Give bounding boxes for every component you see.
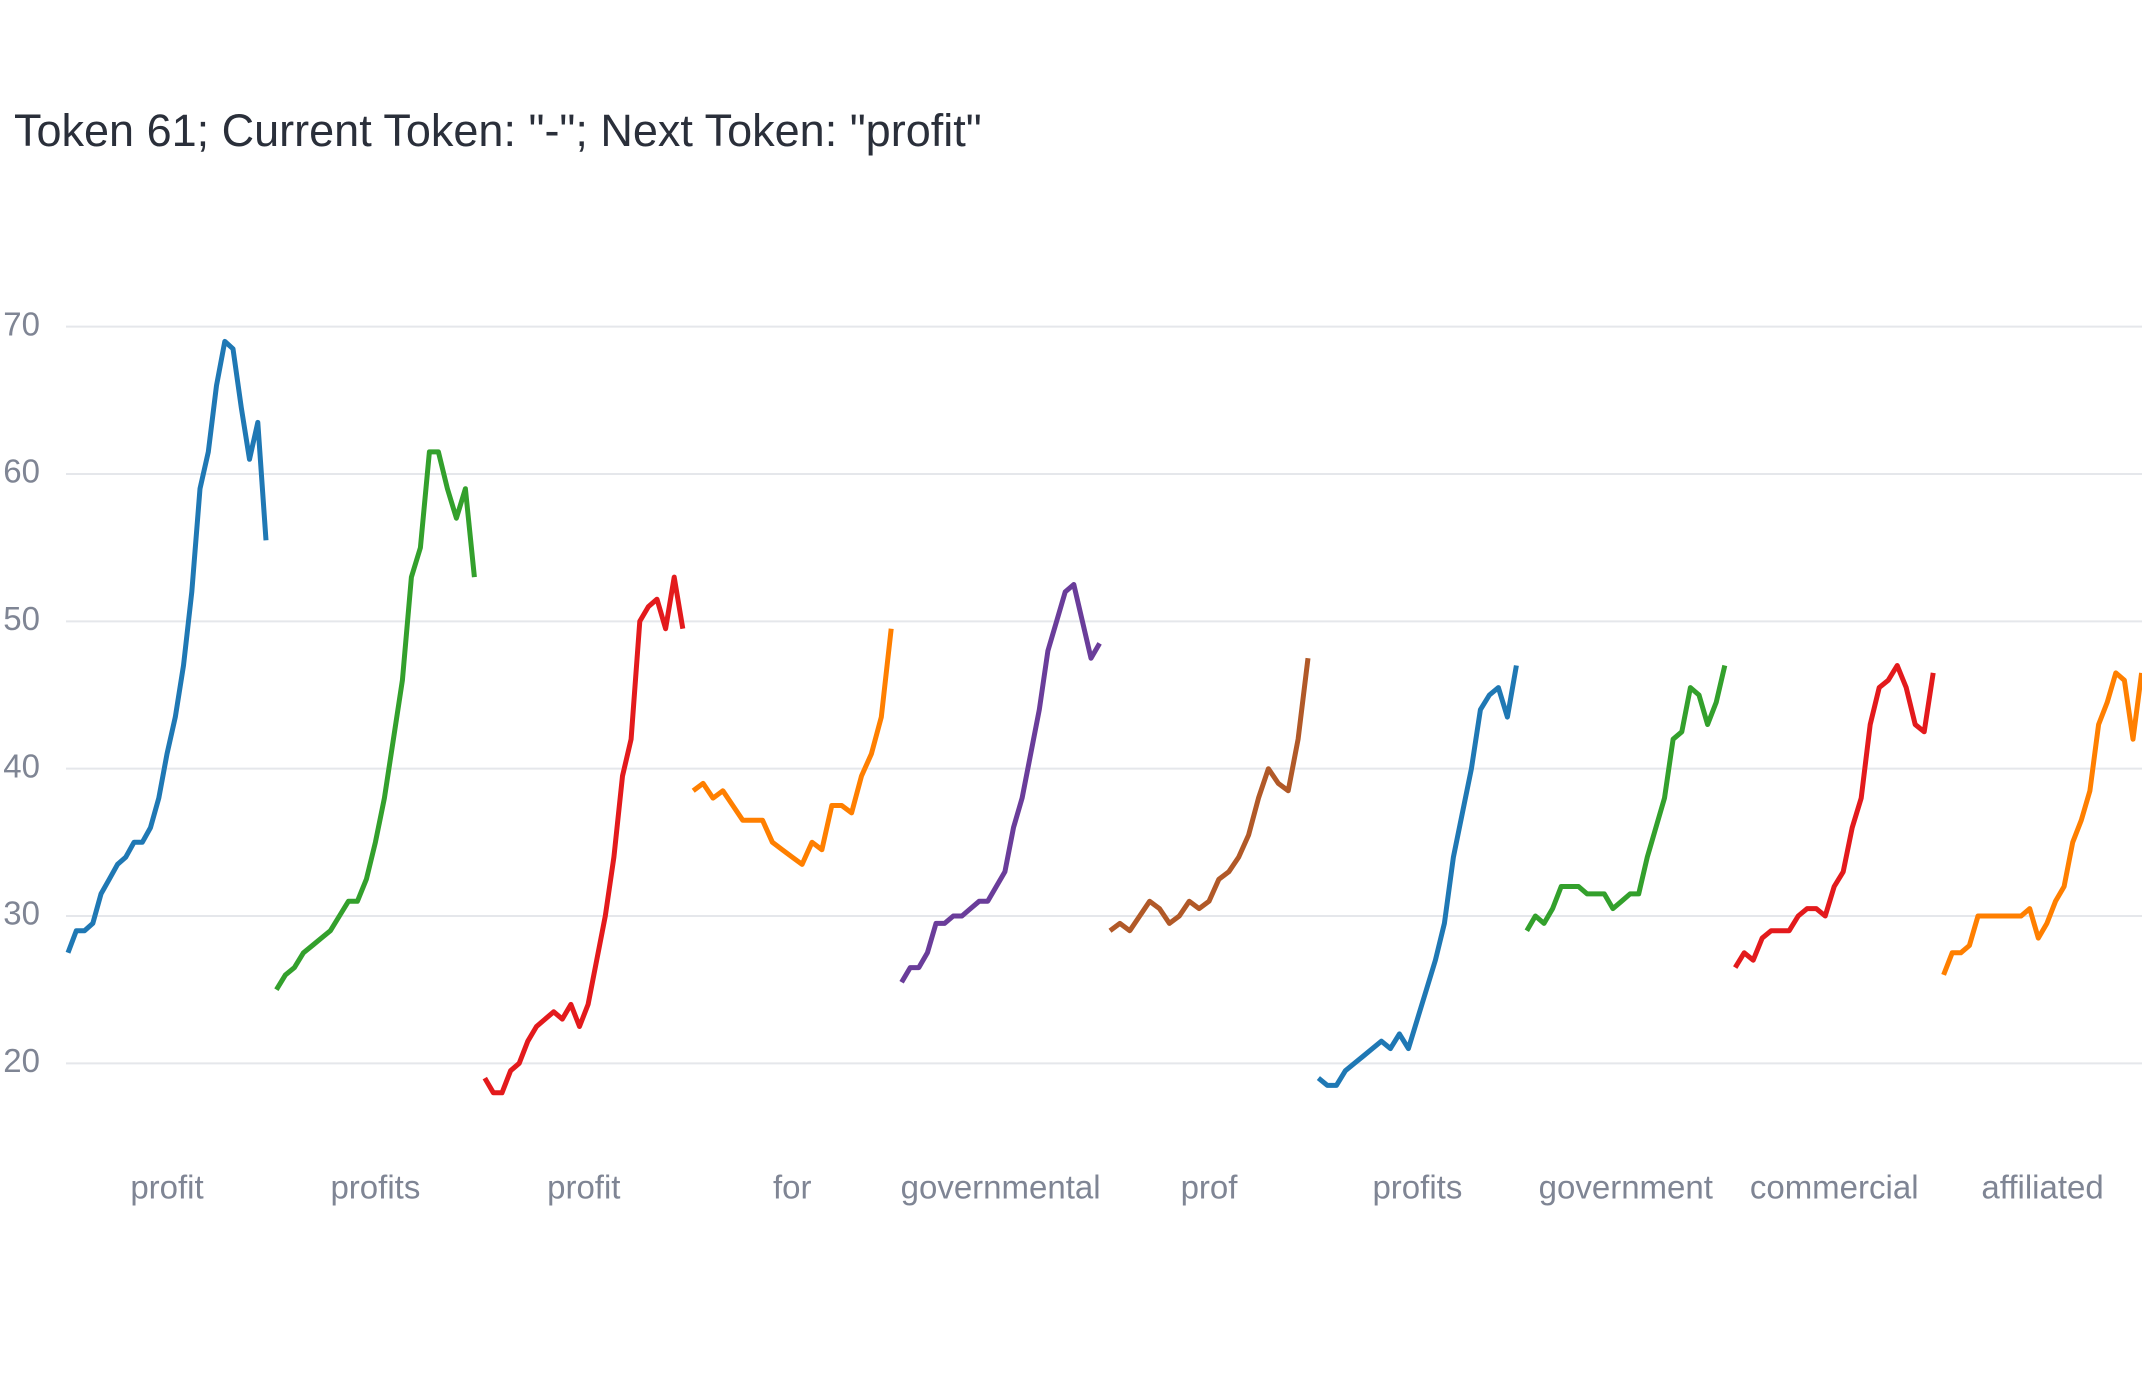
x-tick-label: profit bbox=[130, 1169, 203, 1206]
series-line bbox=[899, 582, 1102, 984]
series-line bbox=[65, 338, 269, 954]
x-tick-label: affiliated bbox=[1981, 1169, 2103, 1206]
series-line bbox=[1524, 664, 1728, 932]
x-tick-label: profits bbox=[330, 1169, 420, 1206]
series-line bbox=[274, 449, 477, 991]
y-tick-label: 50 bbox=[3, 600, 40, 637]
series-line bbox=[1316, 665, 1519, 1088]
x-tick-label: governmental bbox=[901, 1169, 1101, 1206]
x-tick-label: for bbox=[773, 1169, 812, 1206]
y-tick-label: 60 bbox=[3, 453, 40, 490]
y-tick-label: 30 bbox=[3, 895, 40, 932]
series-line bbox=[1733, 663, 1936, 969]
y-tick-label: 20 bbox=[3, 1042, 40, 1079]
x-tick-label: prof bbox=[1181, 1169, 1239, 1206]
y-tick-label: 70 bbox=[3, 305, 40, 342]
x-tick-label: profits bbox=[1372, 1169, 1462, 1206]
y-tick-label: 40 bbox=[3, 747, 40, 784]
series-line bbox=[482, 574, 686, 1096]
x-tick-label: government bbox=[1539, 1169, 1713, 1206]
chart-title: Token 61; Current Token: "-"; Next Token… bbox=[14, 105, 982, 156]
series-line bbox=[1941, 670, 2142, 976]
series-line bbox=[691, 628, 894, 867]
series-line bbox=[1108, 657, 1311, 934]
x-tick-label: profit bbox=[547, 1169, 620, 1206]
x-tick-label: commercial bbox=[1750, 1169, 1919, 1206]
